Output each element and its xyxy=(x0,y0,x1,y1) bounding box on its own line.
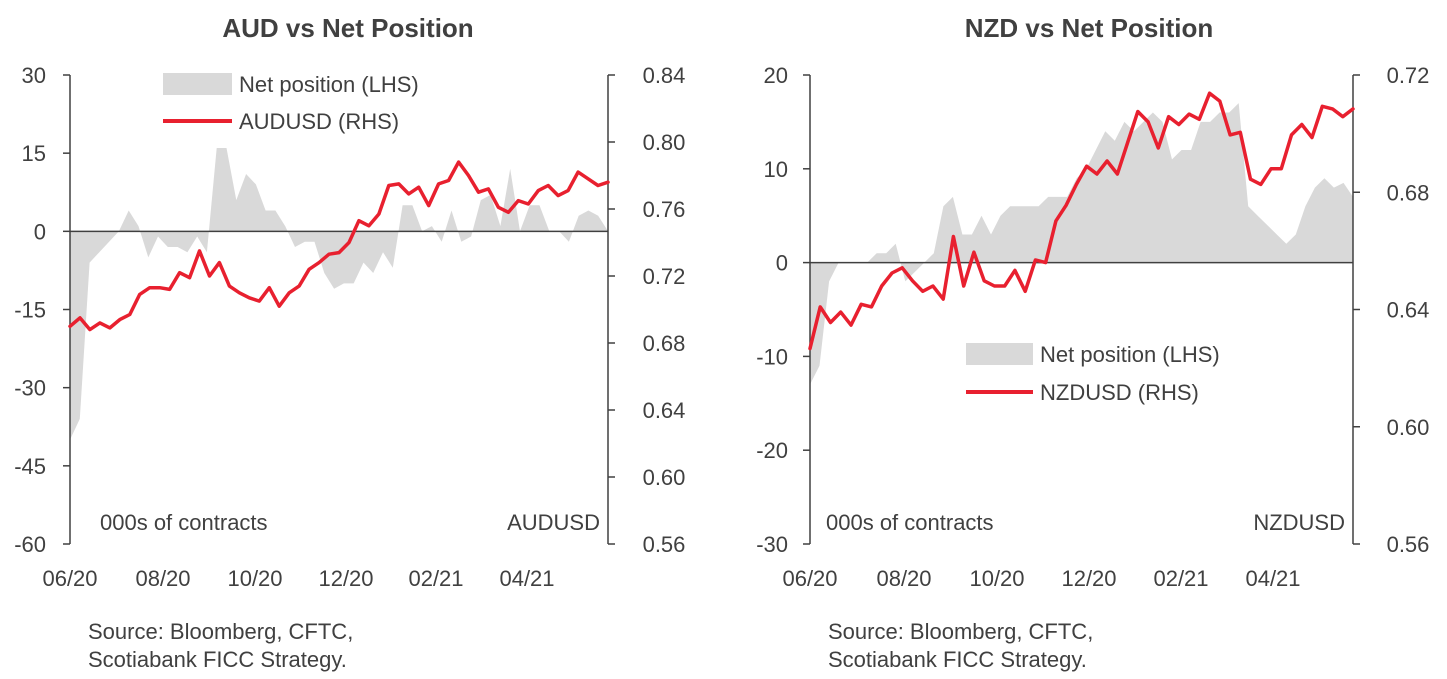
nzd-legend-net-swatch xyxy=(966,343,1033,365)
nzd-left-tick-label: -20 xyxy=(756,438,788,463)
aud-right-tick-label: 0.64 xyxy=(643,398,686,423)
aud-x-tick-label: 06/20 xyxy=(42,566,97,591)
nzd-left-tick-label: 20 xyxy=(764,63,788,88)
nzd-left-axis-unit-note: 000s of contracts xyxy=(826,510,994,535)
aud-left-tick-label: -45 xyxy=(14,454,46,479)
aud-legend-net-label: Net position (LHS) xyxy=(239,72,419,97)
aud-right-tick-label: 0.84 xyxy=(643,63,686,88)
aud-left-tick-label: 0 xyxy=(34,219,46,244)
nzd-source-note: Source: Bloomberg, CFTC, Scotiabank FICC… xyxy=(828,618,1093,674)
nzd-left-tick-label: 0 xyxy=(776,251,788,276)
aud-right-tick-label: 0.68 xyxy=(643,331,686,356)
aud-net-position-area xyxy=(70,148,608,440)
aud-x-tick-label: 04/21 xyxy=(499,566,554,591)
nzd-chart-panel: NZD vs Net Position 20 10 0 -10 -20 -30 0.72 0.6… xyxy=(723,0,1446,679)
aud-chart: AUD vs Net Position 30 15 0 -15 -30 -45 -60 0.84… xyxy=(14,13,686,591)
aud-right-tick-label: 0.60 xyxy=(643,465,686,490)
aud-left-tick-label: -30 xyxy=(14,376,46,401)
nzd-x-tick-label: 08/20 xyxy=(876,566,931,591)
aud-left-tick-label: -15 xyxy=(14,298,46,323)
aud-left-tick-label: -60 xyxy=(14,532,46,557)
aud-right-axis-unit-note: AUDUSD xyxy=(507,510,600,535)
aud-left-axis-unit-note: 000s of contracts xyxy=(100,510,268,535)
nzd-right-tick-label: 0.72 xyxy=(1387,63,1430,88)
aud-right-tick-label: 0.80 xyxy=(643,130,686,155)
nzd-left-tick-label: -10 xyxy=(756,344,788,369)
nzd-left-tick-label: 10 xyxy=(764,157,788,182)
aud-x-tick-label: 02/21 xyxy=(408,566,463,591)
aud-legend-net-swatch xyxy=(163,73,232,95)
aud-right-tick-label: 0.72 xyxy=(643,264,686,289)
aud-left-tick-label: 30 xyxy=(22,63,46,88)
nzd-x-tick-label: 10/20 xyxy=(969,566,1024,591)
nzd-right-axis-unit-note: NZDUSD xyxy=(1253,510,1345,535)
nzd-chart: NZD vs Net Position 20 10 0 -10 -20 -30 0.72 0.6… xyxy=(756,13,1430,591)
nzd-right-tick-label: 0.68 xyxy=(1387,180,1430,205)
aud-chart-panel: AUD vs Net Position 30 15 0 -15 -30 -45 -60 0.84… xyxy=(0,0,723,679)
aud-left-tick-label: 15 xyxy=(22,141,46,166)
nzd-x-tick-label: 02/21 xyxy=(1153,566,1208,591)
nzd-x-tick-label: 06/20 xyxy=(782,566,837,591)
nzd-left-tick-label: -30 xyxy=(756,532,788,557)
aud-chart-title: AUD vs Net Position xyxy=(222,13,473,43)
nzd-right-tick-label: 0.64 xyxy=(1387,298,1430,323)
aud-right-tick-label: 0.76 xyxy=(643,197,686,222)
nzd-legend-net-label: Net position (LHS) xyxy=(1040,342,1220,367)
nzd-price-line xyxy=(808,91,1355,351)
aud-x-tick-label: 12/20 xyxy=(318,566,373,591)
nzd-x-tick-label: 12/20 xyxy=(1061,566,1116,591)
aud-right-tick-label: 0.56 xyxy=(643,532,686,557)
nzd-source-line-1: Source: Bloomberg, CFTC, xyxy=(828,619,1094,644)
nzd-right-tick-label: 0.56 xyxy=(1387,532,1430,557)
nzd-source-line-2: Scotiabank FICC Strategy. xyxy=(828,647,1087,672)
nzd-legend-price-label: NZDUSD (RHS) xyxy=(1040,380,1199,405)
aud-x-tick-label: 10/20 xyxy=(227,566,282,591)
nzd-right-tick-label: 0.60 xyxy=(1387,415,1430,440)
nzd-x-tick-label: 04/21 xyxy=(1245,566,1300,591)
aud-source-note: Source: Bloomberg, CFTC, Scotiabank FICC… xyxy=(88,618,353,674)
nzd-chart-title: NZD vs Net Position xyxy=(965,13,1213,43)
aud-source-line-1: Source: Bloomberg, CFTC, xyxy=(88,619,354,644)
aud-price-line xyxy=(68,160,610,332)
aud-source-line-2: Scotiabank FICC Strategy. xyxy=(88,647,347,672)
nzd-net-position-area xyxy=(810,103,1353,385)
aud-x-tick-label: 08/20 xyxy=(135,566,190,591)
aud-legend-price-label: AUDUSD (RHS) xyxy=(239,109,399,134)
